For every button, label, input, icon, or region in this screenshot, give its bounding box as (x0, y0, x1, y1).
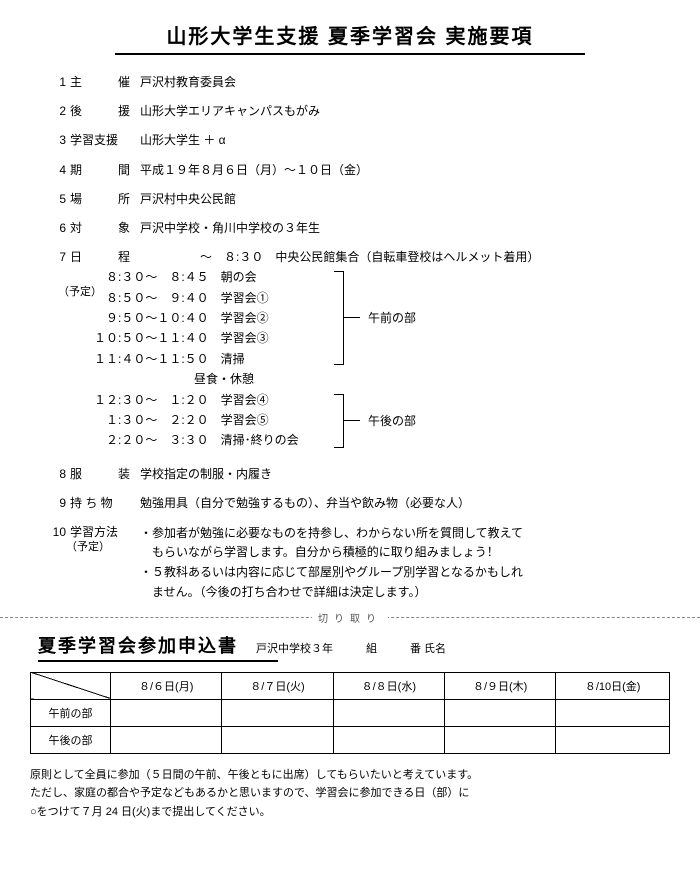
item-label: 場 所 (70, 190, 140, 209)
item-value: 山形大学生 ＋ α (140, 131, 670, 150)
bracket-am-tip (344, 317, 360, 318)
item-value: 学校指定の制服・内履き (140, 465, 670, 484)
item-row: 7 日 程 ～ ８:３０ 中央公民館集合（自転車登校はヘルメット着用） (44, 248, 670, 267)
row-head: 午前の部 (31, 699, 111, 726)
item-row: 3 学習支援 山形大学生 ＋ α (44, 131, 670, 150)
table-header: ８/７日(火) (222, 672, 333, 699)
table-cell[interactable] (111, 726, 222, 753)
table-cell[interactable] (444, 699, 555, 726)
cut-line: 切り取り (0, 617, 700, 618)
table-header: ８/９日(木) (444, 672, 555, 699)
table-header: ８/８日(水) (333, 672, 444, 699)
item-num: 9 (44, 494, 70, 513)
application-table: ８/６日(月) ８/７日(火) ８/８日(水) ８/９日(木) ８/10日(金)… (30, 672, 670, 754)
bracket-pm-tip (344, 420, 360, 421)
item-value: ・参加者が勉強に必要なものを持参し、わからない所を質問して教えて (140, 523, 670, 543)
schedule-line: ８:３０～ ８:４５ 朝の会 (94, 267, 670, 287)
table-row: 午前の部 (31, 699, 670, 726)
method-lines: もらいながら学習します。自分から積極的に取り組みましょう！ ・５教科あるいは内容… (140, 542, 670, 603)
page-title: 山形大学生支援 夏季学習会 実施要項 (30, 20, 670, 49)
item-label: 持 ち 物 (70, 494, 140, 513)
footer-line: 原則として全員に参加（５日間の午前、午後ともに出席）してもらいたいと考えています… (30, 766, 670, 785)
schedule-line: １１:４０～１１:５０ 清掃 (94, 349, 670, 369)
item-row: 8 服 装 学校指定の制服・内履き (44, 465, 670, 484)
footer-text: 原則として全員に参加（５日間の午前、午後ともに出席）してもらいたいと考えています… (30, 766, 670, 822)
table-corner (31, 672, 111, 699)
item-row: 6 対 象 戸沢中学校・角川中学校の３年生 (44, 219, 670, 238)
item-num: 8 (44, 465, 70, 484)
row-head: 午後の部 (31, 726, 111, 753)
method-line: ・５教科あるいは内容に応じて部屋別やグループ別学習となるかもしれ (140, 562, 670, 582)
schedule-wrap: （予定） ８:３０～ ８:４５ 朝の会 ８:５０～ ９:４０ 学習会① ９:５０… (94, 267, 670, 451)
item-label: 学習支援 (70, 131, 140, 150)
item-label: 主 催 (70, 73, 140, 92)
table-row: 午後の部 (31, 726, 670, 753)
item-value: 戸沢村教育委員会 (140, 73, 670, 92)
footer-line: ○をつけて７月 24 日(火)まで提出してください。 (30, 803, 670, 822)
am-label: 午前の部 (368, 309, 416, 326)
pm-block: １２:３０～ １:２０ 学習会④ １:３０～ ２:２０ 学習会⑤ ２:２０～ ３… (94, 390, 670, 451)
form-title-row: 夏季学習会参加申込書 戸沢中学校３年 組 番 氏名 (30, 632, 670, 658)
item-row: 9 持 ち 物 勉強用具（自分で勉強するもの）、弁当や飲み物（必要な人） (44, 494, 670, 513)
cut-label: 切り取り (312, 610, 388, 625)
method-line: もらいながら学習します。自分から積極的に取り組みましょう！ (140, 542, 670, 562)
items-list: 1 主 催 戸沢村教育委員会 2 後 援 山形大学エリアキャンパスもがみ 3 学… (44, 73, 670, 603)
schedule-line: ２:２０～ ３:３０ 清掃･終りの会 (94, 430, 670, 450)
pm-label: 午後の部 (368, 412, 416, 429)
table-cell[interactable] (333, 699, 444, 726)
title-underline (115, 53, 585, 55)
table-cell[interactable] (556, 726, 670, 753)
lunch-label: 昼食・休憩 (194, 369, 670, 389)
item-label: 期 間 (70, 161, 140, 180)
item-label: 服 装 (70, 465, 140, 484)
item-value: 平成１９年８月６日（月）～１０日（金） (140, 161, 670, 180)
item-value: 勉強用具（自分で勉強するもの）、弁当や飲み物（必要な人） (140, 494, 670, 513)
form-title: 夏季学習会参加申込書 (38, 632, 238, 658)
item-label: 日 程 (70, 248, 140, 267)
form-info: 戸沢中学校３年 組 番 氏名 (256, 640, 446, 656)
item-row: 2 後 援 山形大学エリアキャンパスもがみ (44, 102, 670, 121)
bracket-am (334, 271, 344, 365)
table-header: ８/10日(金) (556, 672, 670, 699)
item-row: 10 学習方法 ・参加者が勉強に必要なものを持参し、わからない所を質問して教えて (44, 523, 670, 543)
form-title-underline (38, 660, 278, 662)
bracket-pm (334, 394, 344, 448)
item-num: 3 (44, 131, 70, 150)
footer-line: ただし、家庭の都合や予定などもあるかと思いますので、学習会に参加できる日（部）に (30, 784, 670, 803)
schedule-line: ８:５０～ ９:４０ 学習会① (94, 288, 670, 308)
item-value: 戸沢村中央公民館 (140, 190, 670, 209)
table-header-row: ８/６日(月) ８/７日(火) ８/８日(水) ８/９日(木) ８/10日(金) (31, 672, 670, 699)
item-label: 対 象 (70, 219, 140, 238)
item-num: 5 (44, 190, 70, 209)
form-section: 夏季学習会参加申込書 戸沢中学校３年 組 番 氏名 ８/６日(月) ８/７日(火… (30, 632, 670, 822)
table-cell[interactable] (222, 726, 333, 753)
item-value: 山形大学エリアキャンパスもがみ (140, 102, 670, 121)
item-num: 1 (44, 73, 70, 92)
table-header: ８/６日(月) (111, 672, 222, 699)
table-cell[interactable] (333, 726, 444, 753)
item-label: 後 援 (70, 102, 140, 121)
item-num: 7 (44, 248, 70, 267)
item-value: 戸沢中学校・角川中学校の３年生 (140, 219, 670, 238)
table-cell[interactable] (111, 699, 222, 726)
item-num: 4 (44, 161, 70, 180)
table-cell[interactable] (222, 699, 333, 726)
item-row: 1 主 催 戸沢村教育委員会 (44, 73, 670, 92)
table-cell[interactable] (556, 699, 670, 726)
item-row: 5 場 所 戸沢村中央公民館 (44, 190, 670, 209)
schedule-line: １０:５０～１１:４０ 学習会③ (94, 328, 670, 348)
am-block: ８:３０～ ８:４５ 朝の会 ８:５０～ ９:４０ 学習会① ９:５０～１０:４… (94, 267, 670, 369)
item-value: ～ ８:３０ 中央公民館集合（自転車登校はヘルメット着用） (140, 248, 670, 267)
method-line: ません。（今後の打ち合わせで詳細は決定します。） (140, 582, 670, 602)
method-line: ・参加者が勉強に必要なものを持参し、わからない所を質問して教えて (140, 523, 670, 543)
table-cell[interactable] (444, 726, 555, 753)
schedule-line: １２:３０～ １:２０ 学習会④ (94, 390, 670, 410)
item-num: 6 (44, 219, 70, 238)
item-num: 2 (44, 102, 70, 121)
item-row: 4 期 間 平成１９年８月６日（月）～１０日（金） (44, 161, 670, 180)
